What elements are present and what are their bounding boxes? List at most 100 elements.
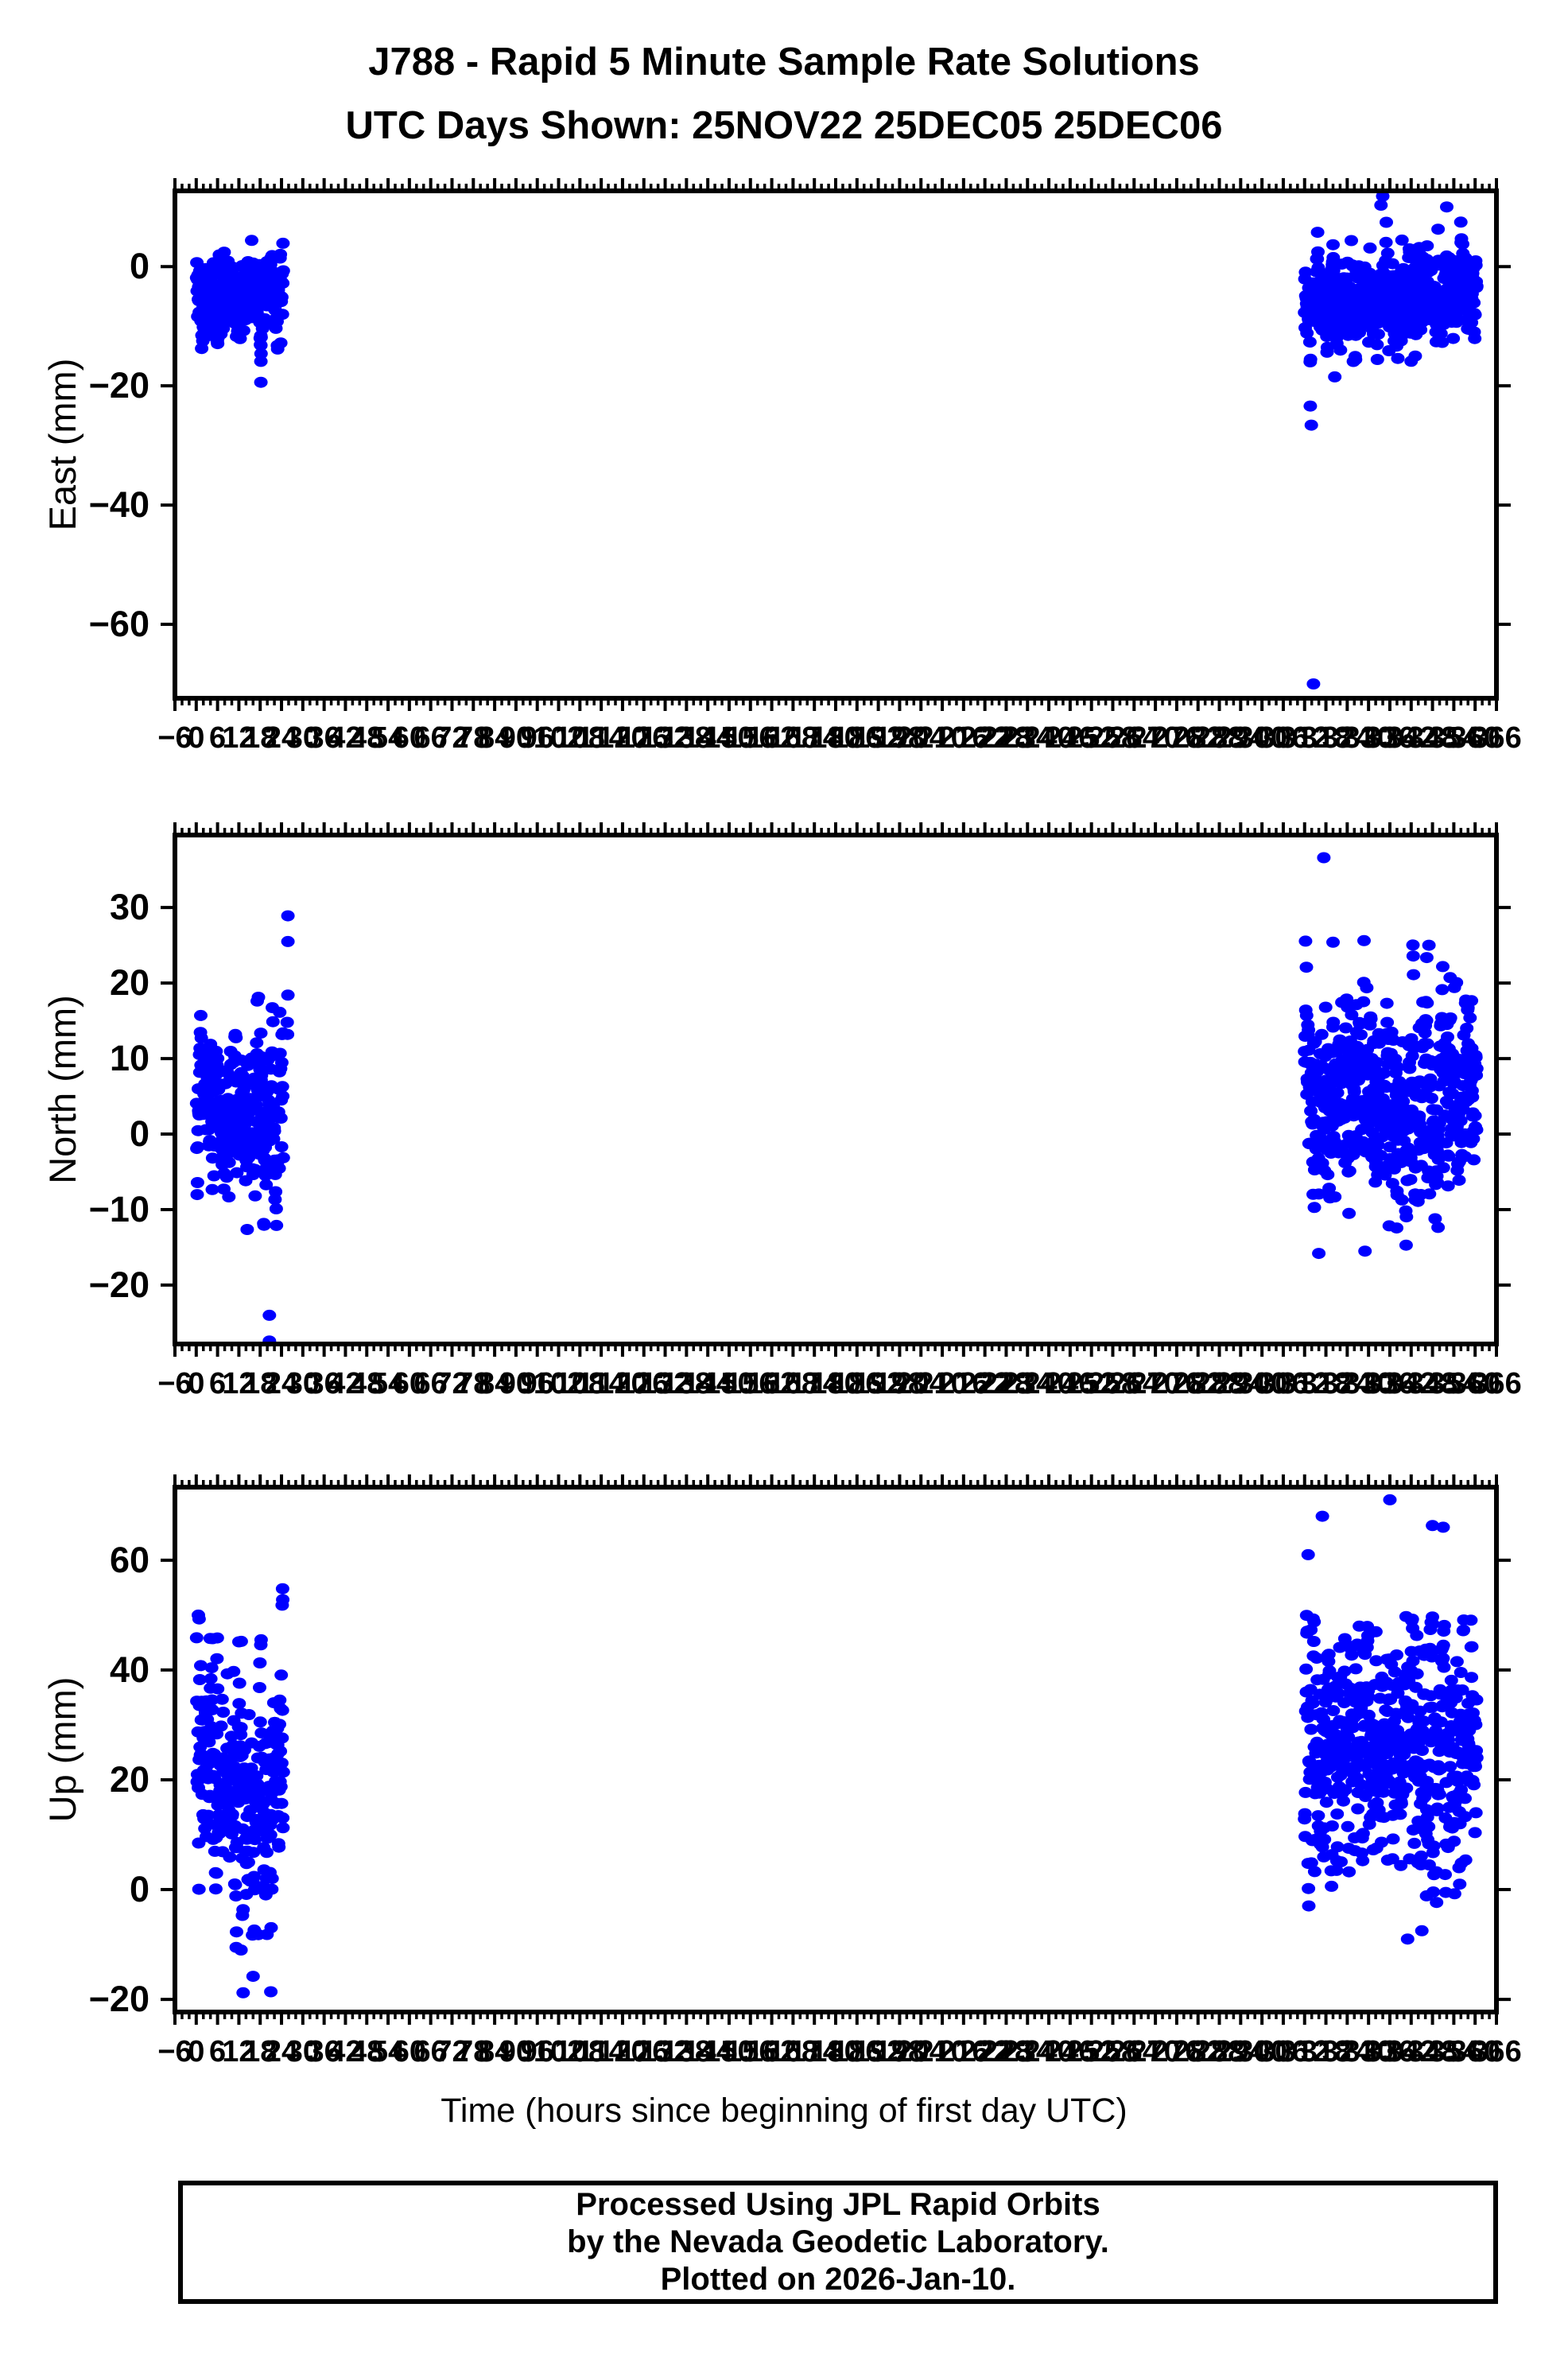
x-tick-label: 132 <box>639 721 691 755</box>
x-tick-label: 216 <box>938 721 989 755</box>
x-tick-label: 102 <box>533 721 584 755</box>
x-tick-label: 54 <box>371 1367 406 1400</box>
x-tick-label: 120 <box>597 1367 648 1400</box>
x-tick-label: 354 <box>1428 2035 1480 2068</box>
x-tick-label: 240 <box>1023 721 1074 755</box>
x-tick-label: 366 <box>1471 1367 1522 1400</box>
x-tick-label: 144 <box>682 1367 733 1400</box>
x-tick-label: 282 <box>1173 2035 1224 2068</box>
x-tick-label: 90 <box>499 721 534 755</box>
x-tick-label: 174 <box>789 721 840 755</box>
x-tick-label: −6 <box>157 2035 192 2068</box>
x-tick-label: 66 <box>413 2035 448 2068</box>
x-tick-label: 108 <box>554 2035 606 2068</box>
x-tick-label: 234 <box>1002 1367 1053 1400</box>
x-tick-label: 84 <box>477 2035 512 2068</box>
x-tick-label: 156 <box>725 1367 776 1400</box>
x-tick-label: 306 <box>1258 1367 1309 1400</box>
x-tick-label: 300 <box>1236 2035 1287 2068</box>
x-tick-label: 18 <box>243 2035 278 2068</box>
x-tick-label: 0 <box>188 1367 205 1400</box>
x-tick-label: 204 <box>895 2035 946 2068</box>
x-tick-label: 192 <box>852 1367 904 1400</box>
x-tick-label: 126 <box>619 2035 670 2068</box>
x-tick-label: −6 <box>157 721 192 755</box>
x-tick-label: 300 <box>1236 721 1287 755</box>
x-tick-label: 318 <box>1300 1367 1352 1400</box>
x-tick-label: 186 <box>832 1367 883 1400</box>
x-tick-label: 216 <box>938 1367 989 1400</box>
x-tick-label: 96 <box>520 1367 554 1400</box>
x-tick-label: 168 <box>767 721 819 755</box>
x-tick-label: 12 <box>222 721 256 755</box>
x-tick-label: 60 <box>392 2035 426 2068</box>
x-tick-label: 360 <box>1450 721 1500 755</box>
chart-title: J788 - Rapid 5 Minute Sample Rate Soluti… <box>368 41 1200 84</box>
x-tick-label: 12 <box>222 2035 256 2068</box>
x-tick-label: 330 <box>1343 2035 1394 2068</box>
x-tick-label: 204 <box>895 721 946 755</box>
x-tick-label: 126 <box>619 721 670 755</box>
x-tick-label: 234 <box>1002 721 1053 755</box>
y-tick-label: −10 <box>88 1188 149 1229</box>
x-tick-label: 354 <box>1428 721 1480 755</box>
x-tick-label: 30 <box>285 2035 320 2068</box>
x-tick-label: 228 <box>980 721 1032 755</box>
x-tick-label: 30 <box>285 1367 320 1400</box>
x-tick-label: 108 <box>554 1367 606 1400</box>
x-tick-label: 150 <box>704 1367 755 1400</box>
x-tick-label: 198 <box>874 2035 926 2068</box>
y-tick-label: 40 <box>109 1649 149 1690</box>
x-tick-label: 354 <box>1428 1367 1480 1400</box>
x-tick-label: 282 <box>1173 1367 1224 1400</box>
x-tick-label: 168 <box>767 1367 819 1400</box>
x-tick-label: 6 <box>209 721 227 755</box>
x-tick-label: 366 <box>1471 2035 1522 2068</box>
x-tick-label: 312 <box>1279 2035 1330 2068</box>
x-tick-label: 258 <box>1087 721 1139 755</box>
x-tick-label: 312 <box>1279 721 1330 755</box>
x-tick-label: 306 <box>1258 721 1309 755</box>
x-tick-label: 114 <box>576 2035 626 2068</box>
x-tick-label: 264 <box>1108 2035 1159 2068</box>
scatter-points-up <box>189 1494 1484 1999</box>
x-tick-label: −6 <box>157 1367 192 1400</box>
x-tick-label: 90 <box>499 2035 534 2068</box>
x-tick-label: 78 <box>456 721 491 755</box>
x-tick-label: 246 <box>1045 2035 1096 2068</box>
x-tick-label: 48 <box>350 2035 384 2068</box>
plot-frame-0 <box>161 178 1511 711</box>
x-tick-label: 276 <box>1151 2035 1202 2068</box>
y-tick-label: 10 <box>109 1038 149 1079</box>
x-tick-label: 162 <box>746 2035 798 2068</box>
x-tick-label: 324 <box>1322 2035 1373 2068</box>
x-tick-label: 336 <box>1364 2035 1415 2068</box>
x-tick-label: 234 <box>1002 2035 1053 2068</box>
x-tick-label: 216 <box>938 2035 989 2068</box>
x-tick-label: 84 <box>477 1367 512 1400</box>
x-tick-label: 96 <box>520 2035 554 2068</box>
x-tick-label: 42 <box>328 721 363 755</box>
x-tick-label: 18 <box>243 1367 278 1400</box>
x-tick-label: 24 <box>264 2035 299 2068</box>
x-tick-label: 0 <box>188 721 205 755</box>
y-tick-label: −20 <box>88 1979 149 2020</box>
x-tick-label: 294 <box>1215 2035 1267 2068</box>
x-tick-label: 258 <box>1087 1367 1139 1400</box>
x-tick-label: 138 <box>661 2035 712 2068</box>
x-tick-label: 252 <box>1065 721 1117 755</box>
x-tick-label: 168 <box>767 2035 819 2068</box>
y-tick-label: 0 <box>129 1113 149 1155</box>
x-tick-label: 342 <box>1386 721 1437 755</box>
x-tick-label: 36 <box>307 721 341 755</box>
footer-line-2: by the Nevada Geodetic Laboratory. <box>567 2224 1109 2259</box>
x-tick-label: 6 <box>209 2035 227 2068</box>
x-tick-label: 72 <box>435 2035 469 2068</box>
x-tick-label: 324 <box>1322 1367 1373 1400</box>
x-tick-label: 300 <box>1236 1367 1287 1400</box>
y-tick-label: 0 <box>129 1869 149 1910</box>
x-tick-label: 150 <box>704 721 755 755</box>
x-tick-label: 288 <box>1193 1367 1245 1400</box>
